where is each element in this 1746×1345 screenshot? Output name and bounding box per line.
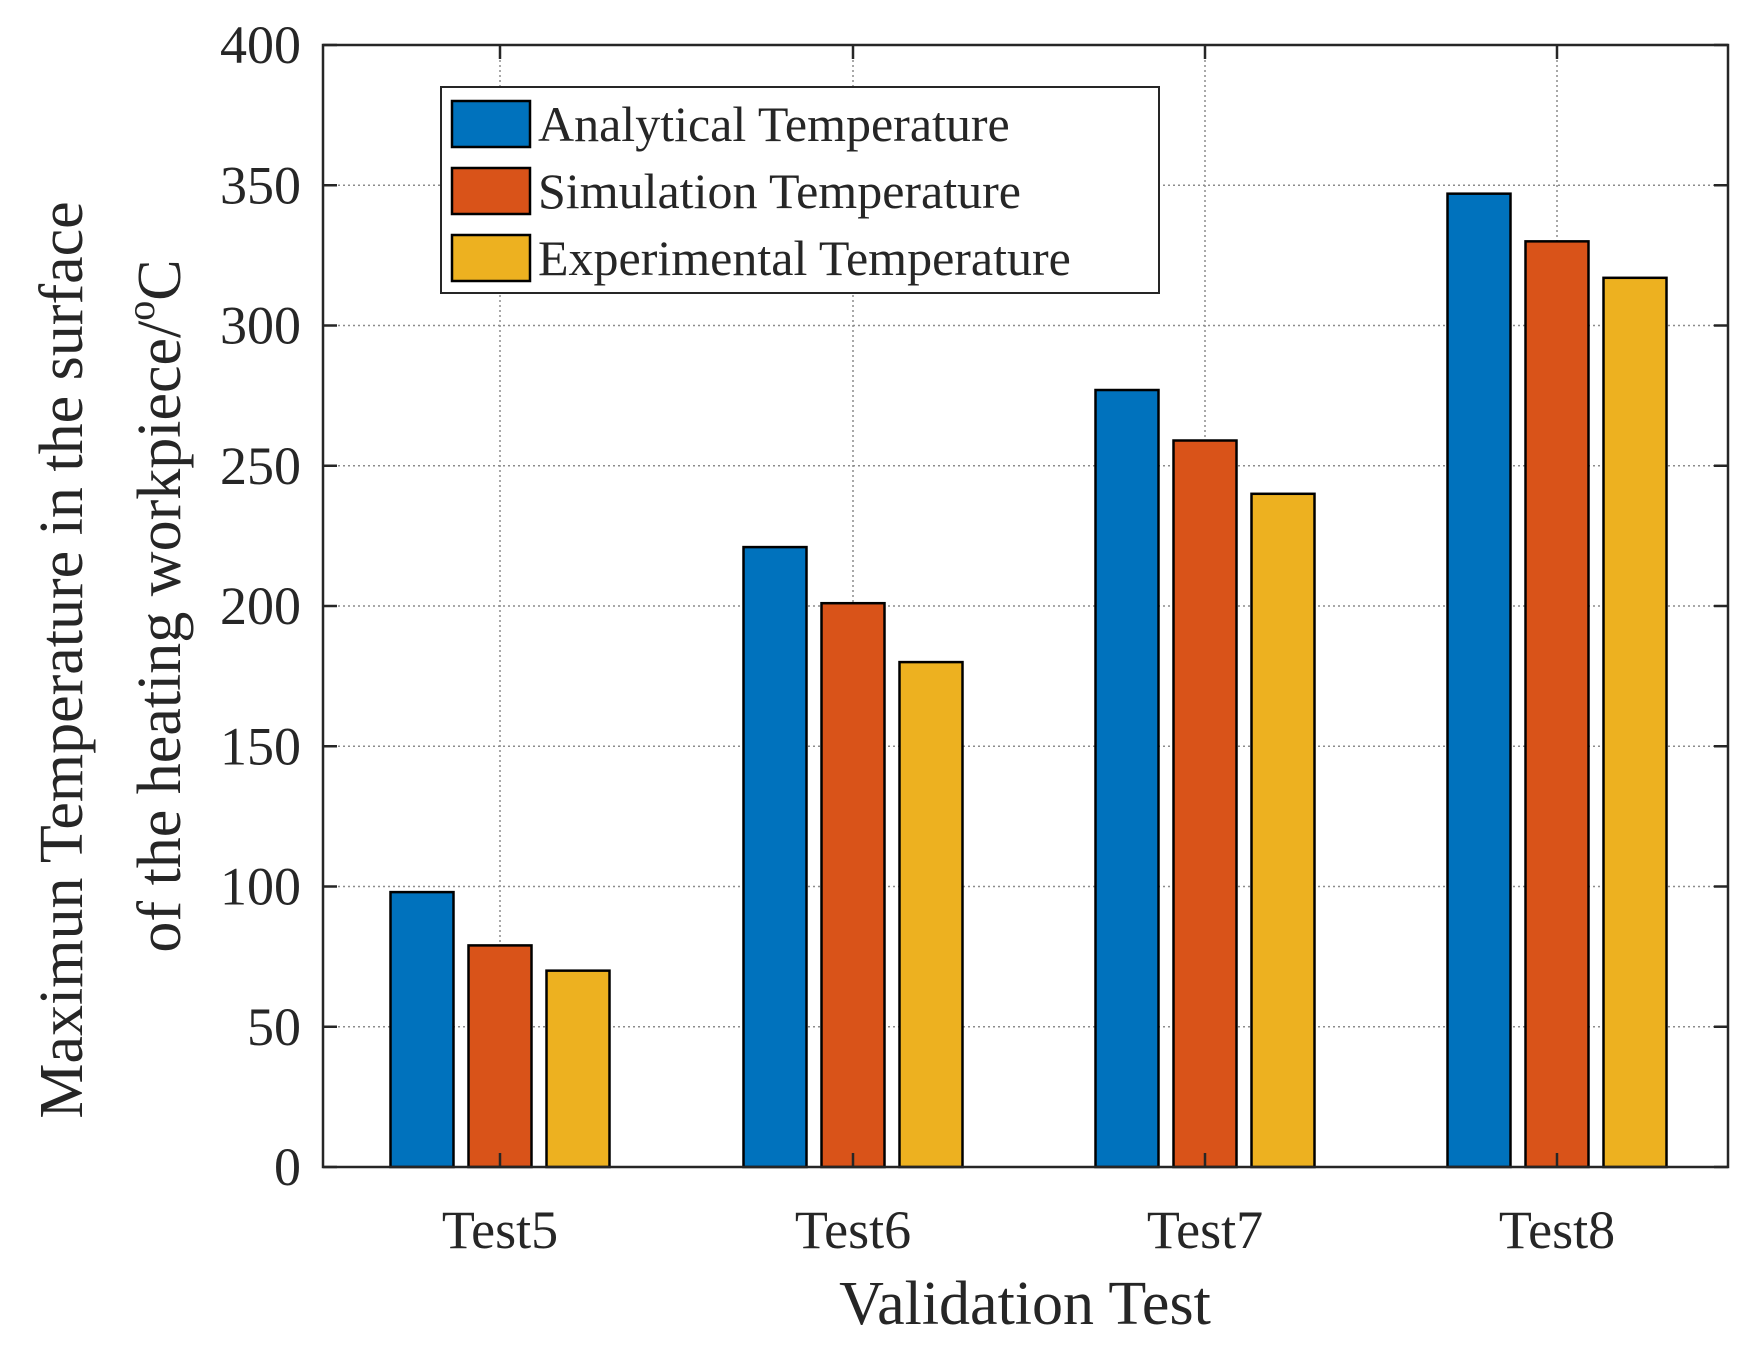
bar-experimental-test5 — [545, 969, 611, 1169]
y-tick-label-0: 0 — [274, 1137, 301, 1197]
legend-label-simulation: Simulation Temperature — [538, 163, 1021, 219]
bar-analytical-test7 — [1094, 388, 1160, 1169]
bar-experimental-test7 — [1250, 492, 1316, 1169]
y-axis-label-unit: C — [126, 259, 194, 300]
bar-analytical-test6 — [742, 545, 808, 1169]
y-tick-label-250: 250 — [220, 436, 301, 496]
legend-box — [440, 86, 1160, 294]
x-axis-label: Validation Test — [839, 1270, 1211, 1338]
bar-experimental-test8 — [1602, 276, 1668, 1169]
bar-analytical-test8 — [1446, 192, 1512, 1169]
y-axis-label-line1: Maximun Temperature in the surface — [28, 201, 96, 1118]
x-tick-label-Test5: Test5 — [442, 1200, 558, 1260]
bar-simulation-test6 — [820, 601, 886, 1169]
y-axis-label-degree-sup: o — [118, 301, 163, 321]
legend-swatch-simulation — [450, 166, 532, 216]
bar-simulation-test8 — [1524, 240, 1590, 1169]
y-tick-labels: 0 50 100 150 200 250 300 350 400 — [220, 15, 301, 1197]
y-tick-label-150: 150 — [220, 716, 301, 776]
y-tick-label-50: 50 — [247, 997, 301, 1057]
x-tick-label-Test7: Test7 — [1147, 1200, 1263, 1260]
y-tick-label-100: 100 — [220, 857, 301, 917]
y-tick-label-200: 200 — [220, 576, 301, 636]
legend: Analytical Temperature Simulation Tempera… — [440, 86, 1160, 294]
legend-label-experimental: Experimental Temperature — [538, 230, 1071, 286]
bars-group — [389, 192, 1668, 1169]
legend-swatch-analytical — [450, 99, 532, 149]
x-tick-labels: Test5 Test6 Test7 Test8 — [442, 1200, 1615, 1260]
y-tick-label-300: 300 — [220, 296, 301, 356]
bar-analytical-test5 — [389, 890, 455, 1169]
y-tick-label-400: 400 — [220, 15, 301, 75]
x-tick-label-Test6: Test6 — [795, 1200, 911, 1260]
bar-simulation-test7 — [1172, 439, 1238, 1169]
ticks-group — [323, 43, 1728, 1169]
y-tick-label-350: 350 — [220, 155, 301, 215]
legend-label-analytical: Analytical Temperature — [538, 96, 1010, 152]
y-axis-label-line2-main: of the heating workpiece/ — [126, 320, 194, 953]
bar-simulation-test5 — [467, 944, 533, 1169]
legend-swatch-experimental — [450, 233, 532, 283]
y-axis-label-line2: of the heating workpiece/oC — [118, 259, 194, 952]
bar-experimental-test6 — [898, 660, 964, 1169]
x-tick-label-Test8: Test8 — [1499, 1200, 1615, 1260]
